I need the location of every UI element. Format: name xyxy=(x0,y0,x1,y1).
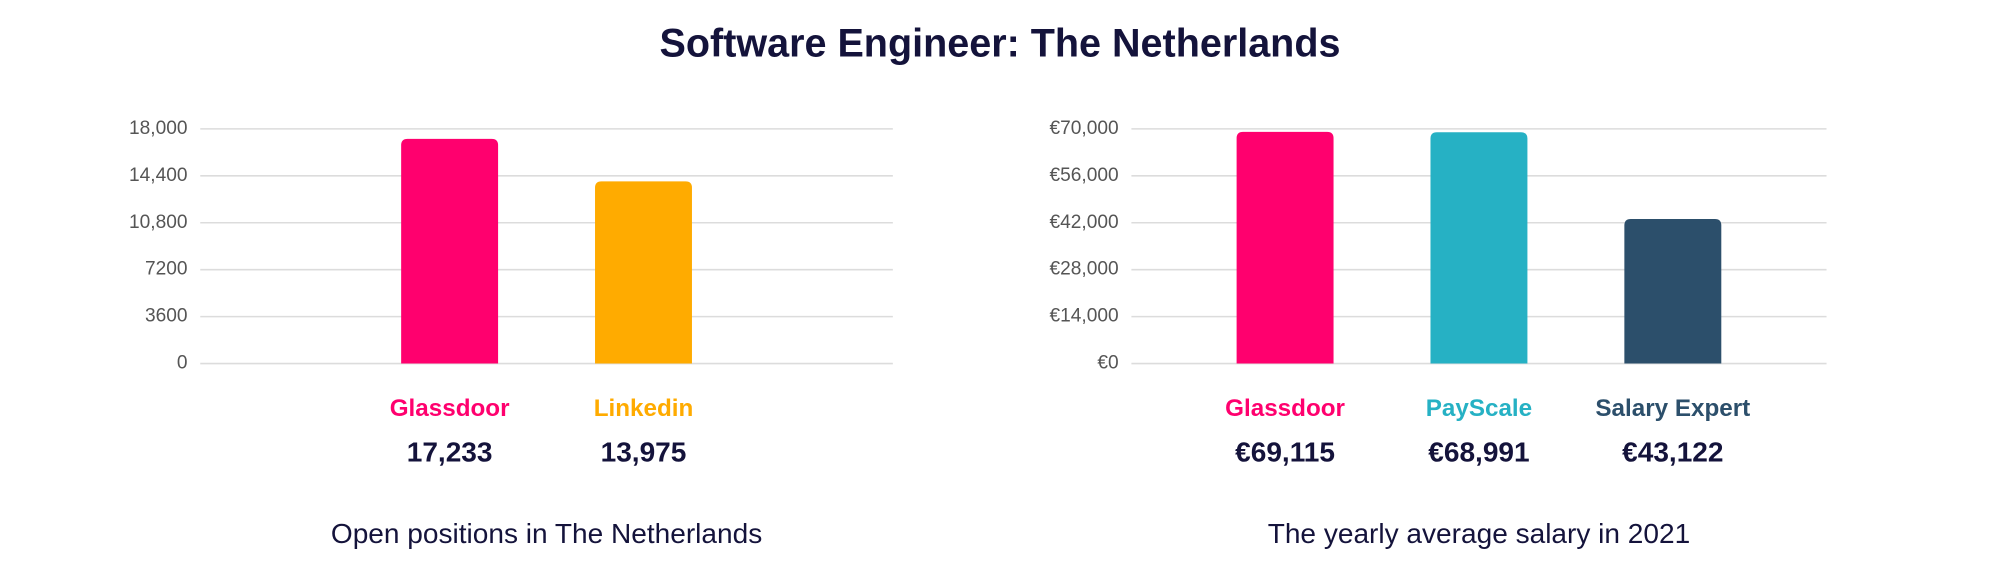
category-label: Linkedin xyxy=(594,395,694,422)
value-label: €68,991 xyxy=(1428,437,1529,468)
chart-subtitle: The yearly average salary in 2021 xyxy=(1268,518,1691,549)
bar xyxy=(401,138,499,364)
category-label: Salary Expert xyxy=(1595,395,1750,422)
bar xyxy=(1236,131,1334,364)
chart-subtitle: Open positions in The Netherlands xyxy=(331,518,762,549)
y-tick-label: €42,000 xyxy=(1049,212,1118,233)
y-tick-label: €28,000 xyxy=(1049,259,1118,280)
y-tick-label: €70,000 xyxy=(1049,118,1118,139)
y-tick-label: 0 xyxy=(177,353,188,374)
value-label: 13,975 xyxy=(601,437,687,468)
category-label: Glassdoor xyxy=(390,395,510,422)
y-tick-label: 7200 xyxy=(145,259,188,280)
category-label: Glassdoor xyxy=(1225,395,1345,422)
bar xyxy=(1430,132,1528,364)
bar xyxy=(595,181,692,364)
y-tick-label: €0 xyxy=(1097,353,1118,374)
value-label: €43,122 xyxy=(1622,437,1723,468)
bar xyxy=(1624,218,1722,364)
y-tick-label: €14,000 xyxy=(1049,306,1118,327)
y-tick-label: €56,000 xyxy=(1049,165,1118,186)
y-tick-label: 10,800 xyxy=(129,212,188,233)
y-tick-label: 14,400 xyxy=(129,165,188,186)
y-tick-label: 18,000 xyxy=(129,118,188,139)
value-label: €69,115 xyxy=(1235,437,1335,468)
y-tick-label: 3600 xyxy=(145,306,188,327)
value-label: 17,233 xyxy=(407,437,493,468)
category-label: PayScale xyxy=(1426,395,1532,422)
page-title: Software Engineer: The Netherlands xyxy=(660,21,1341,65)
